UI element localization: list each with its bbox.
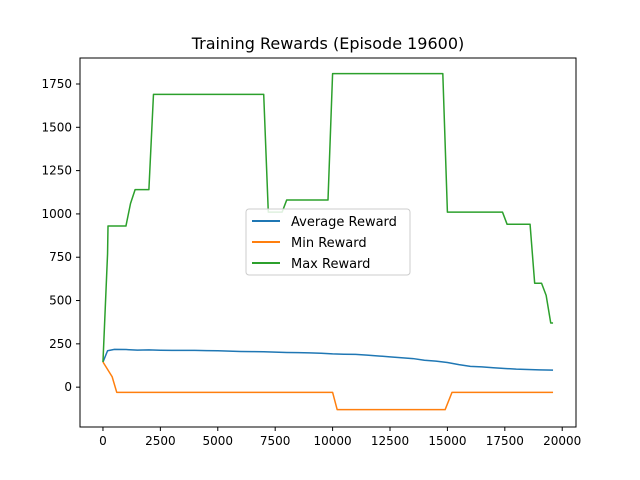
series-line-average-reward <box>102 348 554 371</box>
y-tick-label: 1000 <box>41 207 72 221</box>
x-tick-label: 20000 <box>543 434 581 448</box>
y-tick-label: 1500 <box>41 120 72 134</box>
y-tick-label: 750 <box>49 250 72 264</box>
plot-frame <box>79 57 577 428</box>
axes-layer: 0 2500 5000 7500 10000 12500 15000 17500 20000 0 2… <box>41 57 581 448</box>
x-tick-label: 5000 <box>203 434 234 448</box>
legend-box <box>245 208 411 276</box>
chart-title: Training Rewards (Episode 19600) <box>191 34 465 53</box>
x-tick-label: 2500 <box>145 434 176 448</box>
y-tick-label: 0 <box>64 380 72 394</box>
x-tick-label: 10000 <box>313 434 351 448</box>
y-tick-label: 500 <box>49 294 72 308</box>
x-tick-label: 15000 <box>428 434 466 448</box>
x-tick-label: 12500 <box>371 434 409 448</box>
series-line-min-reward <box>102 361 554 411</box>
legend-label: Average Reward <box>291 215 397 230</box>
y-tick-label: 1750 <box>41 77 72 91</box>
y-tick-label: 250 <box>49 337 72 351</box>
x-tick-label: 0 <box>99 434 107 448</box>
series-line-max-reward <box>102 72 554 363</box>
legend-label: Max Reward <box>291 257 370 272</box>
series-layer <box>102 72 554 411</box>
legend-label: Min Reward <box>291 236 367 251</box>
legend: Average Reward Min Reward Max Reward <box>245 208 411 276</box>
y-tick-label: 1250 <box>41 164 72 178</box>
x-tick-label: 7500 <box>260 434 291 448</box>
x-tick-label: 17500 <box>486 434 524 448</box>
